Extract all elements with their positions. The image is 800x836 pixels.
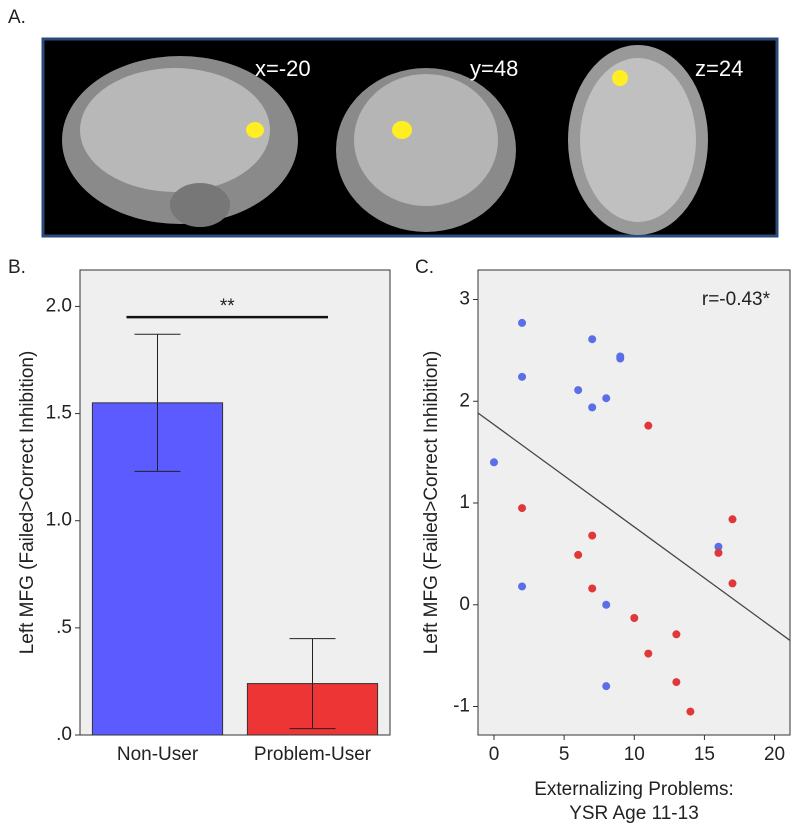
annotation: r=-0.43* [702,289,771,310]
point [630,613,639,622]
point [602,682,611,691]
point [728,515,737,524]
y-tick-label: -1 [453,696,470,717]
slice-label: y=48 [470,56,518,81]
significance-label: ** [220,296,235,317]
activation [246,122,264,138]
y-tick-label: 2.0 [46,295,72,316]
point [574,550,583,559]
point [574,386,583,395]
point [644,649,653,658]
y-tick-label: .0 [56,724,72,745]
y-tick-label: 0 [459,594,470,615]
y-tick-label: 1 [459,492,470,513]
activation [612,70,628,86]
x-tick-label: 20 [764,744,785,765]
point [672,678,681,687]
point [644,421,653,430]
fit-line [477,412,791,641]
point [518,504,527,513]
x-tick-label: 0 [489,744,500,765]
brain-tissue [354,74,498,206]
plot-area [477,269,791,736]
x-axis-label: YSR Age 11-13 [569,803,699,824]
x-tick-label: 10 [624,744,645,765]
brain-tissue [580,58,696,222]
point [518,318,527,327]
point [728,579,737,588]
point [602,394,611,403]
y-tick-label: 2 [459,390,470,411]
x-tick-label: Problem-User [254,744,372,765]
point [588,335,597,344]
brain-tissue [80,68,270,192]
panel-label: B. [8,257,26,278]
panel-label: A. [8,7,26,28]
x-tick-label: 5 [559,744,570,765]
point [616,354,625,363]
x-tick-label: Non-User [117,744,199,765]
y-tick-label: 1.0 [46,510,72,531]
point [518,582,527,591]
point [714,542,723,551]
activation [392,121,412,139]
y-axis-label: Left MFG (Failed>Correct Inhibition) [17,351,38,655]
point [588,584,597,593]
y-tick-label: 1.5 [46,403,72,424]
point [518,372,527,381]
point [588,531,597,540]
brain-panel: x=-20 y=48 z=24 [41,37,779,238]
point [672,630,681,639]
brain-tissue [170,183,230,227]
point [714,548,723,557]
slice-label: z=24 [695,56,743,81]
slice-label: x=-20 [255,56,311,81]
x-tick-label: 15 [694,744,715,765]
y-tick-label: .5 [56,617,72,638]
panel-label: C. [415,257,434,278]
x-axis-label: Externalizing Problems: [534,779,734,800]
y-tick-label: 3 [459,289,470,310]
point [602,600,611,609]
point [686,707,695,716]
point [489,458,498,467]
y-axis-label: Left MFG (Failed>Correct Inhibition) [421,351,442,655]
point [588,403,597,412]
